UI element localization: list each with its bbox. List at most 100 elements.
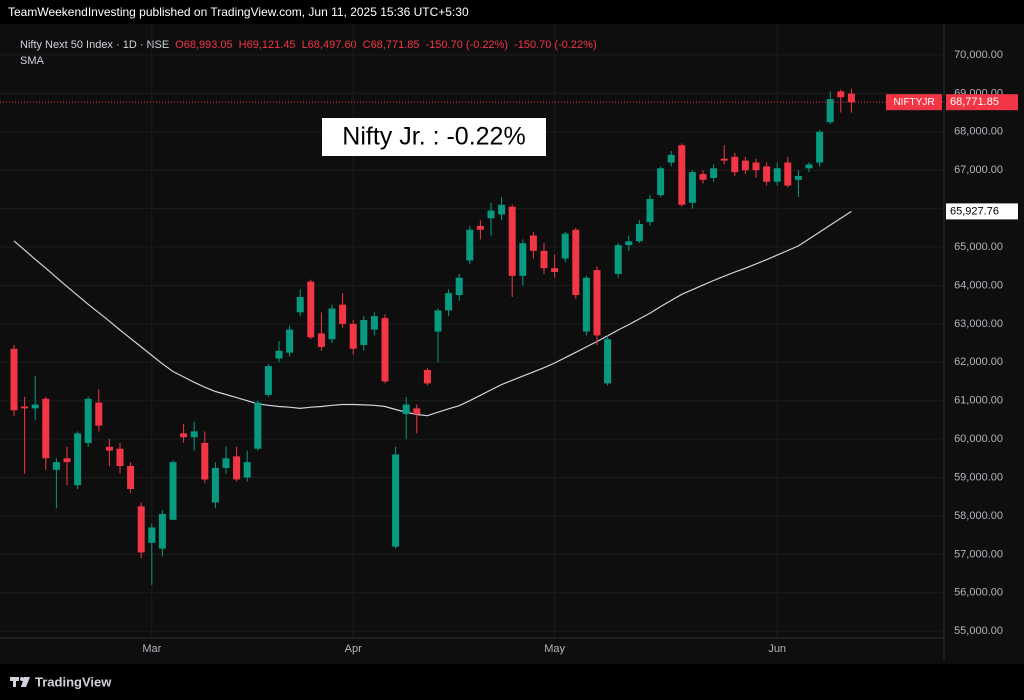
candle-body [466,229,474,261]
candle-body [445,293,453,311]
candle-body [360,320,368,345]
candle-body [127,465,135,490]
candle-body [10,348,18,411]
candle-body [731,156,739,173]
y-tick-label: 61,000.00 [954,395,1003,407]
sma-line [13,210,852,417]
y-tick-label: 68,000.00 [954,126,1003,138]
candle-body [52,462,60,470]
candle-body [816,131,824,163]
candle-body [826,99,834,123]
header-bar [0,0,1024,24]
candle-body [688,172,696,203]
candle-body [837,91,845,98]
header-text: TeamWeekendInvesting published on Tradin… [8,5,469,19]
x-tick-label: Jun [768,643,786,655]
y-tick-label: 57,000.00 [954,548,1003,560]
sma-tag [946,203,1018,220]
candle-body [423,369,431,384]
candle-body [413,408,421,415]
candle-body [551,268,559,273]
x-tick-label: Apr [345,643,362,655]
x-tick-label: Mar [142,643,161,655]
y-tick-label: 60,000.00 [954,433,1003,445]
legend-value: -150.70 (-0.22%) [514,39,597,51]
candle-body [190,431,198,438]
candle-body [137,506,145,553]
candle-body [847,93,855,103]
candle-body [710,168,718,178]
y-tick-label: 62,000.00 [954,356,1003,368]
y-tick-label: 56,000.00 [954,587,1003,599]
candle-body [222,458,230,468]
candle-body [614,245,622,274]
candle-body [657,168,665,196]
candle-body [180,433,188,438]
candle-body [201,442,209,480]
candle-body [339,304,347,324]
y-tick-label: 58,000.00 [954,510,1003,522]
candle-body [487,210,495,219]
legend-value: H69,121.45 [239,39,296,51]
candle-body [63,458,71,463]
symbol-tag-text: NIFTYJR [893,97,934,108]
price-tag [946,94,1018,111]
candle-body [233,456,241,480]
candle-body [264,366,272,395]
y-tick-label: 65,000.00 [954,241,1003,253]
y-tick-label: 55,000.00 [954,625,1003,637]
candle-body [678,145,686,205]
candle-body [667,154,675,163]
y-tick-label: 63,000.00 [954,318,1003,330]
candle-body [794,175,802,180]
candle-body [455,277,463,296]
candle-body [540,250,548,269]
candle-body [625,241,633,246]
candle-body [508,206,516,276]
legend-sma: SMA [20,55,45,67]
legend-value: -150.70 (-0.22%) [426,39,509,51]
candle-body [763,166,771,182]
candle-body [95,402,103,426]
x-tick-label: May [544,643,565,655]
candle-body [158,514,166,549]
candle-body [211,467,219,503]
candle-body [593,270,601,336]
candle-body [84,398,92,443]
candle-body [243,462,251,478]
candle-body [148,527,156,543]
candle-body [434,310,442,332]
candle-body [275,350,283,359]
y-tick-label: 64,000.00 [954,279,1003,291]
legend-value: O68,993.05 [175,39,233,51]
candle-body [476,225,484,230]
candle-body [254,402,262,449]
candle-body [169,462,177,520]
candle-body [74,433,82,486]
candle-body [519,243,527,276]
candle-body [784,162,792,186]
y-tick-label: 67,000.00 [954,164,1003,176]
symbol-tag [886,94,942,111]
candle-body [105,446,113,451]
candle-body [317,333,325,347]
legend: Nifty Next 50 Index · 1D · NSE O68,993.05… [20,39,597,51]
candle-body [529,235,537,251]
candle-body [381,318,389,382]
candle-body [720,158,728,161]
candle-body [561,233,569,259]
sma-tag-text: 65,927.76 [950,205,999,217]
candle-body [699,174,707,180]
candle-body [286,329,294,353]
candle-body [392,454,400,547]
candle-body [21,406,29,409]
candle-body [646,199,654,223]
candle-body [328,308,336,340]
footer-bar [0,664,1024,700]
candle-body [805,164,813,169]
tv-logo [10,677,30,687]
legend-title: Nifty Next 50 Index · 1D · NSE [20,39,169,51]
candle-body [498,204,506,215]
